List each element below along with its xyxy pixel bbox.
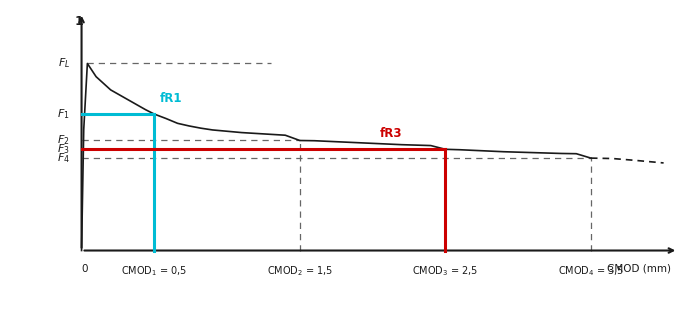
Text: CMOD$_3$ = 2,5: CMOD$_3$ = 2,5 (412, 264, 478, 278)
Text: CMOD (mm): CMOD (mm) (607, 264, 671, 274)
Text: CMOD$_4$ = 3,5: CMOD$_4$ = 3,5 (558, 264, 624, 278)
Text: $F_3$: $F_3$ (57, 142, 70, 156)
Text: $F_2$: $F_2$ (57, 134, 70, 147)
Text: $F_4$: $F_4$ (57, 151, 70, 165)
Text: CMOD$_1$ = 0,5: CMOD$_1$ = 0,5 (121, 264, 188, 278)
Text: 0: 0 (81, 264, 88, 274)
Text: $F_L$: $F_L$ (57, 57, 70, 71)
Text: 1: 1 (74, 15, 83, 28)
Text: fR3: fR3 (380, 128, 402, 140)
Text: $F_1$: $F_1$ (57, 107, 70, 121)
Text: CMOD$_2$ = 1,5: CMOD$_2$ = 1,5 (266, 264, 333, 278)
Text: fR1: fR1 (160, 92, 183, 105)
